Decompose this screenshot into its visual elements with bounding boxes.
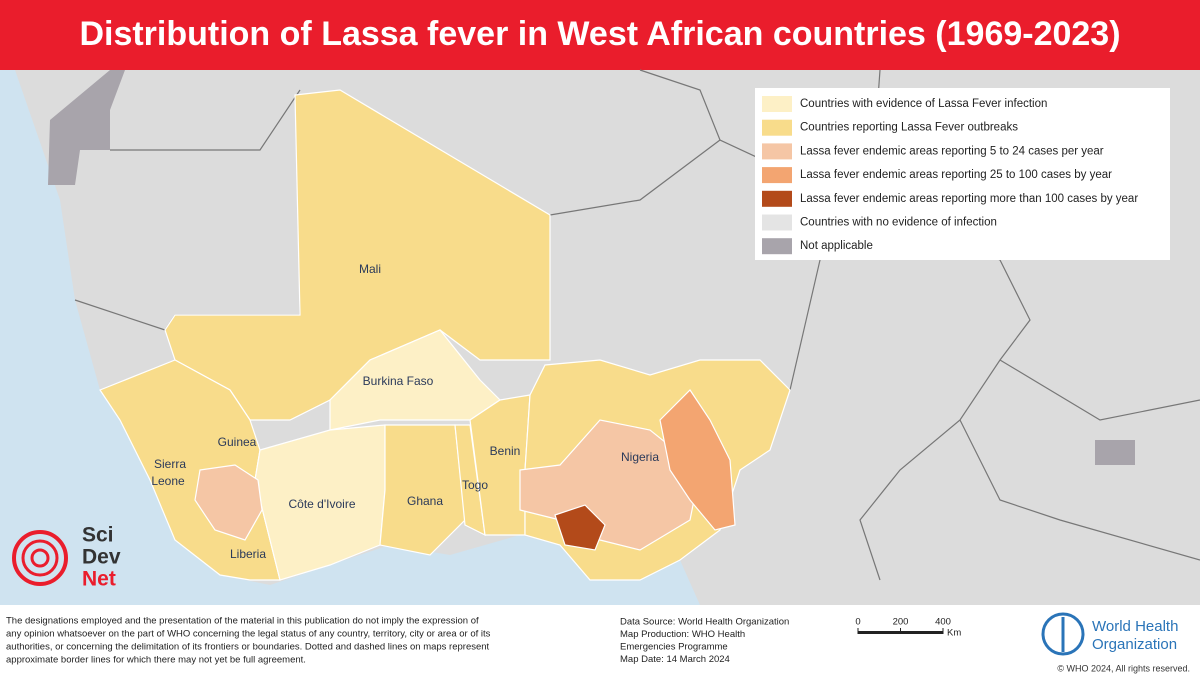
logo-text: Sci (82, 524, 114, 547)
country-label: Benin (490, 444, 521, 458)
legend-label: Not applicable (800, 240, 873, 252)
legend-swatch (762, 119, 792, 136)
logo-text: Dev (82, 546, 121, 569)
legend-swatch (762, 238, 792, 255)
disclaimer-line: approximate border lines for which there… (6, 655, 306, 666)
scale-tick-label: 200 (893, 617, 909, 628)
title-bar (0, 0, 1200, 70)
country-label: Togo (462, 478, 488, 492)
source-line: Data Source: World Health Organization (620, 617, 789, 628)
country-label: Côte d'Ivoire (289, 497, 356, 511)
endemic-area (554, 504, 606, 551)
country-label: Mali (359, 262, 381, 276)
disclaimer-line: The designations employed and the presen… (6, 616, 479, 627)
country-label: Liberia (230, 547, 266, 561)
copyright: © WHO 2024, All rights reserved. (1057, 663, 1190, 673)
disclaimer: The designations employed and the presen… (6, 616, 491, 666)
disclaimer-line: authorities, or concerning the delimitat… (6, 642, 490, 653)
legend-label: Lassa fever endemic areas reporting 25 t… (800, 169, 1112, 181)
country-label: Nigeria (621, 450, 659, 464)
legend-label: Countries with no evidence of infection (800, 217, 997, 229)
scale-tick-label: 0 (855, 617, 860, 628)
legend-swatch (762, 214, 792, 231)
scidevnet-logo: Sci Dev Net (12, 524, 121, 591)
source-line: Map Production: WHO Health (620, 629, 745, 640)
who-name: World Health (1092, 618, 1178, 635)
legend-label: Countries with evidence of Lassa Fever i… (800, 98, 1047, 110)
legend-swatch (762, 167, 792, 184)
western-sahara (48, 70, 125, 185)
country-label: Burkina Faso (363, 374, 434, 388)
legend-label: Lassa fever endemic areas reporting more… (800, 193, 1138, 205)
mali (164, 89, 551, 421)
footer (0, 605, 1200, 680)
who-name: Organization (1092, 636, 1177, 653)
scale-tick-label: 400 (935, 617, 951, 628)
ocean (0, 70, 700, 605)
legend-swatch (762, 190, 792, 207)
scale-unit: Km (947, 628, 961, 639)
country-label: Ghana (407, 494, 443, 508)
legend-swatch (762, 143, 792, 160)
country-label: Guinea (218, 435, 257, 449)
endemic-area (659, 389, 736, 531)
legend (755, 88, 1170, 260)
legend-swatch (762, 96, 792, 112)
abyei (1095, 440, 1135, 465)
who-logo: World Health Organization © WHO 2024, Al… (1041, 612, 1190, 673)
logo-text: Net (82, 568, 116, 591)
disclaimer-line: any opinion whatsoever on the part of WH… (6, 629, 491, 640)
title: Distribution of Lassa fever in West Afri… (79, 15, 1120, 53)
legend-label: Lassa fever endemic areas reporting 5 to… (800, 145, 1104, 157)
source: Data Source: World Health OrganizationMa… (620, 617, 789, 666)
endemic-area (194, 464, 263, 541)
legend-label: Countries reporting Lassa Fever outbreak… (800, 122, 1018, 134)
legend-items: Countries with evidence of Lassa Fever i… (762, 96, 1138, 255)
country-label: Sierra (154, 457, 186, 471)
source-line: Emergencies Programme (620, 642, 728, 653)
source-line: Map Date: 14 March 2024 (620, 654, 730, 665)
country-label: Leone (151, 474, 185, 488)
